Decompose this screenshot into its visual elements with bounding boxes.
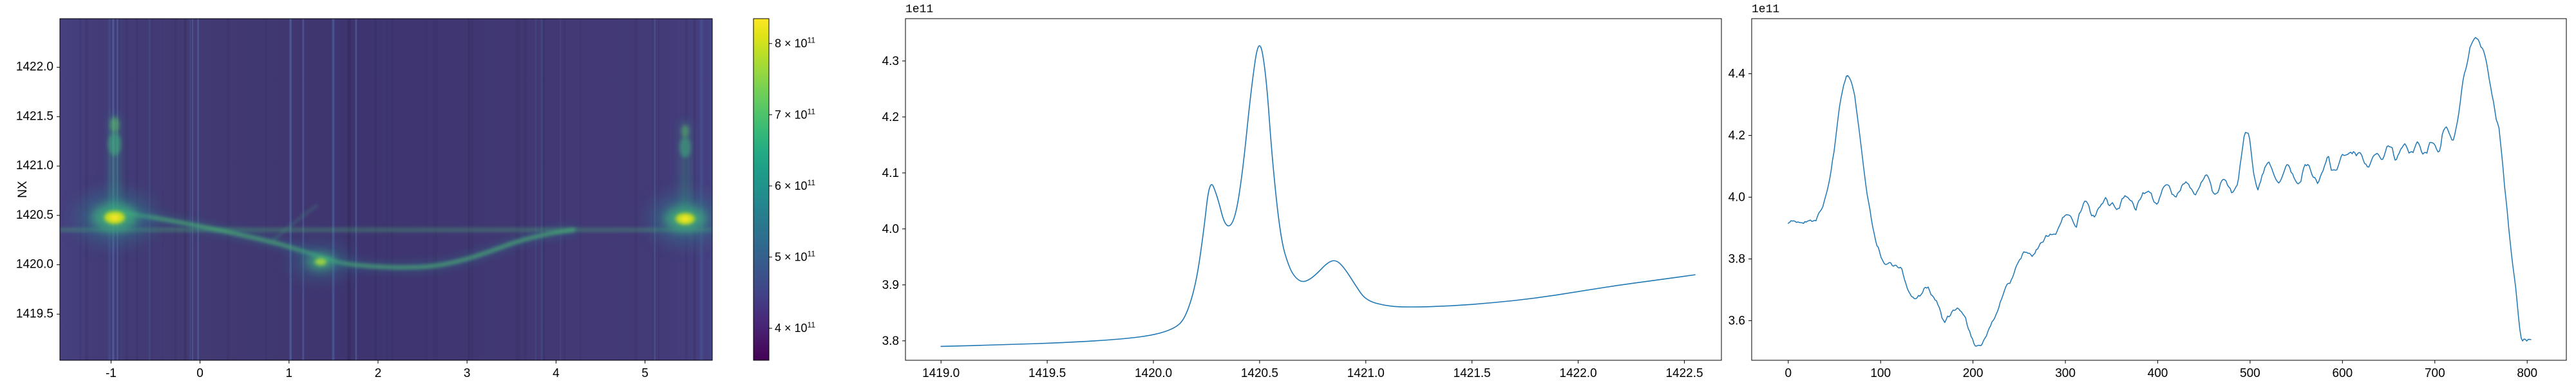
- svg-text:600: 600: [2332, 367, 2353, 380]
- svg-text:1e11: 1e11: [1752, 3, 1779, 16]
- svg-text:3.6: 3.6: [1728, 314, 1745, 327]
- svg-text:4 × 1011: 4 × 1011: [775, 320, 815, 335]
- svg-text:1421.0: 1421.0: [16, 159, 53, 172]
- svg-text:-1: -1: [106, 367, 117, 380]
- svg-text:200: 200: [1963, 367, 1984, 380]
- svg-text:3.9: 3.9: [882, 279, 899, 292]
- svg-text:1421.0: 1421.0: [1347, 367, 1385, 380]
- svg-text:1419.5: 1419.5: [16, 307, 53, 320]
- svg-text:2: 2: [375, 367, 382, 380]
- svg-text:1420.0: 1420.0: [16, 258, 53, 271]
- svg-text:700: 700: [2425, 367, 2445, 380]
- svg-text:400: 400: [2148, 367, 2168, 380]
- svg-text:100: 100: [1870, 367, 1891, 380]
- svg-text:8 × 1011: 8 × 1011: [775, 36, 815, 50]
- svg-text:4.2: 4.2: [882, 111, 899, 124]
- svg-text:1422.0: 1422.0: [1560, 367, 1597, 380]
- svg-text:4.0: 4.0: [1728, 191, 1745, 205]
- svg-text:4.0: 4.0: [882, 223, 899, 236]
- svg-text:300: 300: [2055, 367, 2076, 380]
- svg-text:4.2: 4.2: [1728, 129, 1745, 143]
- svg-text:4.1: 4.1: [882, 167, 899, 180]
- svg-text:3: 3: [464, 367, 471, 380]
- svg-text:1421.5: 1421.5: [16, 109, 53, 123]
- svg-text:3.8: 3.8: [1728, 253, 1745, 266]
- svg-text:1420.5: 1420.5: [16, 208, 53, 222]
- svg-text:1420.0: 1420.0: [1135, 367, 1172, 380]
- svg-text:3.8: 3.8: [882, 335, 899, 348]
- svg-text:4.4: 4.4: [1728, 68, 1746, 81]
- svg-text:1e11: 1e11: [905, 3, 933, 16]
- svg-text:4.3: 4.3: [882, 55, 899, 68]
- svg-text:6 × 1011: 6 × 1011: [775, 178, 815, 192]
- svg-text:1422.0: 1422.0: [16, 60, 53, 74]
- svg-text:500: 500: [2240, 367, 2260, 380]
- svg-text:1421.5: 1421.5: [1454, 367, 1491, 380]
- svg-text:1419.5: 1419.5: [1028, 367, 1066, 380]
- svg-text:7 × 1011: 7 × 1011: [775, 107, 815, 121]
- svg-text:0: 0: [1785, 367, 1792, 380]
- svg-text:1419.0: 1419.0: [922, 367, 960, 380]
- svg-text:1: 1: [286, 367, 293, 380]
- svg-text:800: 800: [2517, 367, 2537, 380]
- svg-text:5 × 1011: 5 × 1011: [775, 250, 815, 264]
- svg-text:1420.5: 1420.5: [1241, 367, 1278, 380]
- svg-text:5: 5: [641, 367, 649, 380]
- svg-text:NX: NX: [16, 181, 30, 198]
- svg-text:1422.5: 1422.5: [1665, 367, 1703, 380]
- svg-text:0: 0: [196, 367, 204, 380]
- svg-text:4: 4: [553, 367, 560, 380]
